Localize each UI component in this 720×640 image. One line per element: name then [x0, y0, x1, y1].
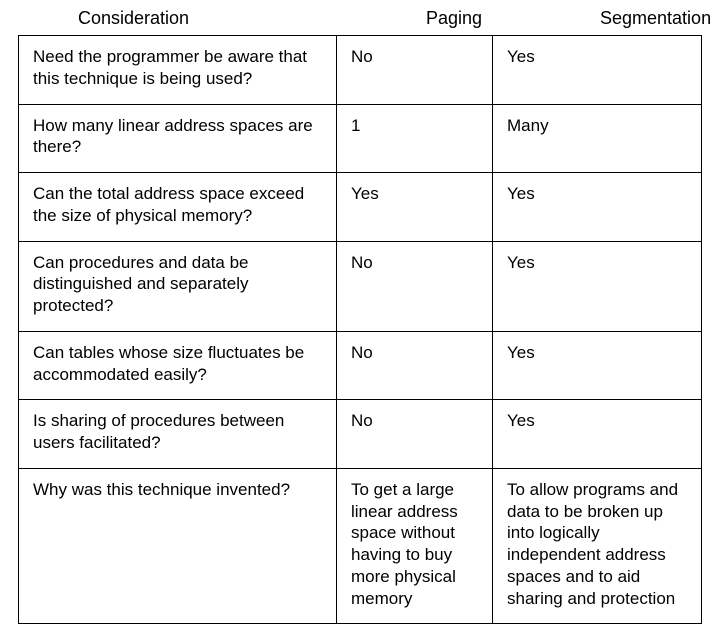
cell-paging: Yes: [337, 173, 493, 242]
cell-paging: 1: [337, 104, 493, 173]
cell-consideration: Need the programmer be aware that this t…: [19, 36, 337, 105]
cell-paging: No: [337, 331, 493, 400]
cell-paging: No: [337, 241, 493, 331]
table-row: Can tables whose size fluctuates be acco…: [19, 331, 702, 400]
table-row: Is sharing of procedures between users f…: [19, 400, 702, 469]
cell-segmentation: Many: [493, 104, 702, 173]
cell-consideration: Is sharing of procedures between users f…: [19, 400, 337, 469]
table-row: How many linear address spaces are there…: [19, 104, 702, 173]
cell-segmentation: Yes: [493, 173, 702, 242]
cell-segmentation: Yes: [493, 36, 702, 105]
cell-consideration: Why was this technique invented?: [19, 468, 337, 624]
cell-paging: To get a large linear address space with…: [337, 468, 493, 624]
cell-segmentation: To allow programs and data to be broken …: [493, 468, 702, 624]
comparison-table: Need the programmer be aware that this t…: [18, 35, 702, 624]
header-segmentation: Segmentation: [586, 8, 711, 29]
cell-paging: No: [337, 400, 493, 469]
table-header: Consideration Paging Segmentation: [18, 8, 702, 35]
cell-segmentation: Yes: [493, 400, 702, 469]
cell-paging: No: [337, 36, 493, 105]
table-body: Need the programmer be aware that this t…: [19, 36, 702, 624]
cell-consideration: Can the total address space exceed the s…: [19, 173, 337, 242]
cell-consideration: How many linear address spaces are there…: [19, 104, 337, 173]
header-consideration: Consideration: [18, 8, 402, 29]
table-row: Can procedures and data be distinguished…: [19, 241, 702, 331]
cell-segmentation: Yes: [493, 331, 702, 400]
cell-consideration: Can procedures and data be distinguished…: [19, 241, 337, 331]
cell-segmentation: Yes: [493, 241, 702, 331]
table-row: Need the programmer be aware that this t…: [19, 36, 702, 105]
page-wrapper: Consideration Paging Segmentation Need t…: [0, 0, 720, 640]
table-row: Why was this technique invented? To get …: [19, 468, 702, 624]
cell-consideration: Can tables whose size fluctuates be acco…: [19, 331, 337, 400]
header-paging: Paging: [402, 8, 586, 29]
table-row: Can the total address space exceed the s…: [19, 173, 702, 242]
